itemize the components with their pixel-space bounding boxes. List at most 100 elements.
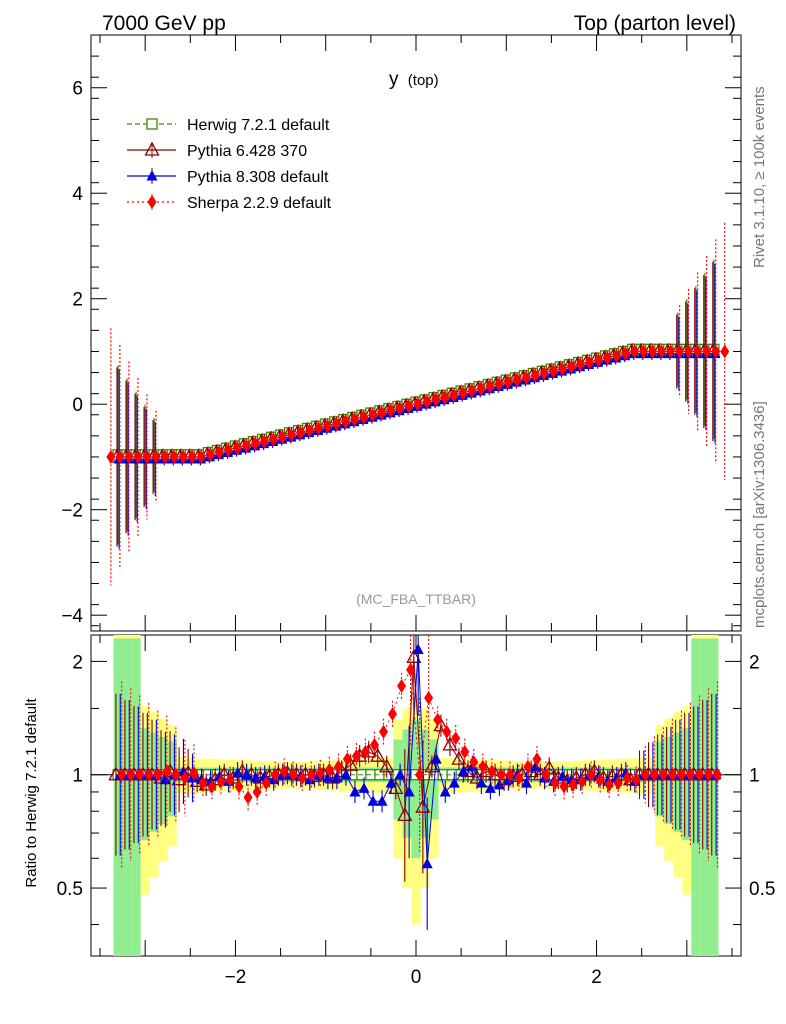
main-marker — [476, 381, 486, 396]
ratio-marker — [144, 767, 154, 782]
main-marker — [106, 449, 116, 464]
side-text-mcplots: mcplots.cern.ch [arXiv:1306.3436] — [751, 401, 768, 628]
main-marker — [133, 449, 143, 464]
legend-marker — [146, 170, 158, 181]
ratio-marker — [385, 777, 397, 788]
main-marker — [530, 368, 540, 383]
ratio-marker — [523, 759, 533, 774]
ratio-marker — [279, 764, 289, 779]
ratio-marker — [369, 737, 379, 752]
ratio-xtick-label: 2 — [591, 967, 602, 988]
main-marker — [548, 364, 558, 379]
ratio-marker — [532, 752, 542, 767]
header-process: Top (parton level) — [574, 12, 736, 35]
ratio-marker — [297, 771, 307, 786]
ratio-marker — [704, 767, 713, 782]
ratio-marker — [340, 768, 352, 780]
ratio-marker — [117, 767, 127, 782]
main-marker — [160, 449, 170, 464]
ratio-marker — [493, 778, 505, 790]
ratio-ytick-label-right: 2 — [749, 652, 760, 673]
ratio-marker — [243, 790, 253, 805]
ratio-marker — [126, 767, 136, 782]
ratio-marker — [694, 767, 704, 782]
ratio-band-green — [131, 638, 141, 956]
ratio-marker — [322, 772, 334, 783]
ratio-y-axis: 0.5 0.5 1 1 2 2 — [57, 652, 775, 926]
main-marker — [295, 425, 305, 440]
ratio-marker — [270, 767, 280, 782]
ratio-band-green — [140, 728, 150, 841]
ratio-marker — [451, 731, 461, 746]
header-energy: 7000 GeV pp — [102, 12, 226, 35]
ratio-ytick-label: 2 — [72, 652, 83, 673]
main-ytick-label: 6 — [72, 79, 83, 100]
ratio-marker — [207, 779, 217, 794]
legend-entry-pythia8: Pythia 8.308 default — [127, 168, 329, 186]
ratio-marker — [496, 767, 506, 782]
ratio-marker — [658, 767, 668, 782]
main-marker — [214, 445, 224, 460]
plot-label-sub: (top) — [408, 72, 439, 89]
legend-label: Sherpa 2.2.9 default — [187, 195, 332, 212]
main-marker — [404, 399, 414, 414]
main-marker — [205, 447, 215, 462]
ratio-marker — [433, 712, 443, 727]
main-marker — [485, 379, 495, 394]
ratio-series-sherpa — [117, 635, 723, 868]
ratio-ytick-label: 0.5 — [57, 879, 83, 900]
ratio-marker — [388, 706, 398, 721]
ratio-marker — [685, 767, 695, 782]
ratio-marker — [180, 771, 190, 786]
main-marker — [458, 386, 468, 401]
ratio-marker — [216, 774, 226, 789]
legend-label: Pythia 8.308 default — [187, 169, 329, 186]
main-marker — [350, 412, 360, 427]
ratio-marker — [424, 690, 434, 705]
ratio-ytick-label: 1 — [72, 766, 83, 787]
ratio-marker — [397, 679, 407, 694]
ratio-ytick-label-right: 0.5 — [749, 879, 775, 900]
main-marker — [584, 355, 594, 370]
ratio-marker — [559, 779, 569, 794]
legend: Herwig 7.2.1 default Pythia 6.428 370 Pyth… — [127, 117, 332, 212]
ratio-marker — [595, 772, 605, 787]
ratio-marker — [379, 724, 388, 739]
side-text-rivet: Rivet 3.1.10, ≥ 100k events — [751, 86, 768, 268]
main-marker — [539, 366, 549, 381]
main-marker — [693, 344, 703, 359]
main-marker — [702, 344, 712, 359]
main-marker — [521, 370, 531, 385]
legend-entry-pythia6: Pythia 6.428 370 — [127, 141, 307, 160]
main-marker — [359, 410, 369, 425]
ratio-band-green — [700, 638, 710, 956]
ratio-marker — [342, 752, 352, 767]
main-marker — [169, 449, 179, 464]
main-marker — [178, 449, 188, 464]
ratio-band-green — [709, 638, 719, 956]
ratio-marker — [586, 767, 596, 782]
ratio-marker — [541, 767, 551, 782]
legend-entry-herwig: Herwig 7.2.1 default — [127, 117, 330, 134]
main-ytick-label: −2 — [61, 501, 83, 522]
ratio-marker — [613, 776, 623, 791]
ratio-xtick-label: 0 — [411, 967, 422, 988]
ratio-y-label: Ratio to Herwig 7.2.1 default — [23, 698, 40, 888]
main-series-group — [106, 222, 730, 586]
legend-marker — [146, 118, 158, 130]
main-marker — [332, 416, 342, 431]
main-marker — [602, 351, 612, 366]
ratio-marker — [331, 772, 343, 783]
ratio-marker — [484, 782, 496, 793]
ratio-band-green — [664, 736, 674, 824]
main-ytick-label: −4 — [61, 606, 83, 627]
main-y-axis: −4 −2 0 2 4 6 — [61, 55, 741, 627]
legend-marker — [144, 141, 160, 156]
main-x-ticks — [99, 35, 733, 631]
analysis-watermark: (MC_FBA_TTBAR) — [356, 591, 476, 607]
ratio-marker — [306, 767, 316, 782]
ratio-marker — [457, 765, 469, 776]
main-marker — [223, 443, 233, 458]
plot-label: y (top) — [389, 69, 439, 90]
